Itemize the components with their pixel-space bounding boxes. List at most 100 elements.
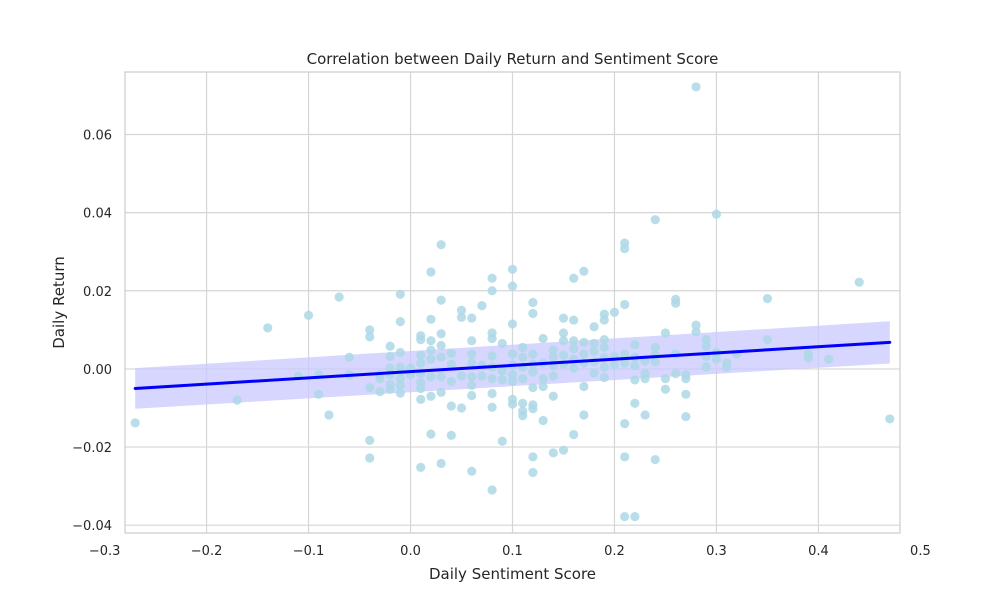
data-point [722, 362, 732, 372]
data-point [456, 305, 467, 315]
data-points [130, 82, 895, 522]
data-point [650, 215, 660, 225]
data-point [385, 363, 395, 373]
plot-frame [124, 71, 901, 534]
data-point [436, 387, 446, 397]
data-point [416, 358, 426, 368]
chart-title: Correlation between Daily Return and Sen… [307, 50, 719, 68]
data-point [528, 404, 538, 414]
x-tick-label: 0.0 [400, 544, 421, 559]
data-point [558, 328, 569, 338]
data-point [528, 297, 538, 308]
data-point [487, 388, 497, 399]
data-point [426, 267, 436, 277]
data-point [487, 351, 497, 361]
data-point [467, 390, 477, 401]
data-point [528, 467, 538, 478]
data-point [507, 281, 518, 291]
data-point [630, 340, 640, 350]
data-point [426, 429, 436, 439]
x-tick-label: 0.4 [808, 544, 829, 559]
data-point [446, 376, 456, 387]
data-point [681, 374, 691, 384]
data-point [660, 384, 671, 394]
data-point [589, 338, 599, 349]
data-point [487, 273, 497, 283]
data-point [599, 362, 609, 372]
data-point [691, 320, 701, 330]
data-point [487, 333, 497, 344]
data-point [385, 351, 395, 362]
data-point [395, 374, 405, 384]
data-point [701, 341, 711, 351]
data-point [416, 350, 426, 360]
x-tick-label: −0.3 [89, 544, 121, 559]
data-point [548, 352, 558, 362]
data-point [650, 342, 660, 353]
data-point [303, 310, 314, 320]
data-point [436, 329, 446, 339]
data-point [487, 286, 497, 296]
data-point [528, 383, 538, 393]
regression-line [133, 340, 892, 390]
data-point [579, 410, 589, 420]
data-point [446, 430, 456, 440]
x-tick-label: 0.2 [604, 544, 625, 559]
data-point [569, 273, 579, 283]
data-point [365, 325, 375, 335]
data-point [528, 349, 538, 359]
y-axis-label: Daily Return [50, 256, 68, 349]
data-point [518, 342, 528, 353]
data-point [467, 358, 477, 368]
data-point [467, 349, 477, 359]
data-point [650, 454, 660, 465]
data-point [528, 367, 538, 377]
data-point [569, 336, 579, 346]
data-point [395, 347, 405, 358]
data-point [548, 371, 558, 381]
y-tick-label: 0.06 [83, 129, 112, 144]
data-point [681, 411, 691, 422]
data-point [395, 380, 405, 390]
data-point [477, 301, 487, 311]
data-point [620, 511, 630, 522]
data-point [507, 319, 518, 329]
data-point [518, 398, 528, 408]
data-point [436, 340, 446, 351]
data-point [518, 352, 528, 362]
data-point [620, 243, 630, 254]
data-point [365, 383, 375, 393]
data-point [803, 353, 813, 363]
data-point [630, 375, 640, 385]
data-point [456, 403, 467, 413]
data-point [446, 401, 456, 411]
y-tick-label: 0.00 [83, 363, 112, 378]
data-point [620, 419, 630, 429]
data-point [232, 395, 242, 405]
data-point [426, 336, 436, 346]
data-point [497, 338, 507, 349]
data-point [426, 391, 436, 401]
data-point [854, 277, 864, 287]
data-point [538, 333, 548, 344]
data-point [671, 298, 681, 308]
data-point [416, 394, 426, 404]
data-point [579, 381, 589, 392]
data-point [579, 266, 589, 276]
data-point [456, 312, 467, 322]
data-point [365, 453, 375, 463]
data-point [569, 315, 579, 325]
data-point [324, 410, 334, 420]
data-point [456, 371, 467, 381]
data-point [426, 354, 436, 364]
data-point [630, 511, 640, 522]
data-point [416, 462, 426, 472]
data-point [467, 336, 477, 346]
data-point [487, 374, 497, 384]
data-point [579, 349, 589, 359]
data-point [681, 389, 691, 399]
data-point [436, 372, 446, 382]
data-point [497, 366, 507, 376]
